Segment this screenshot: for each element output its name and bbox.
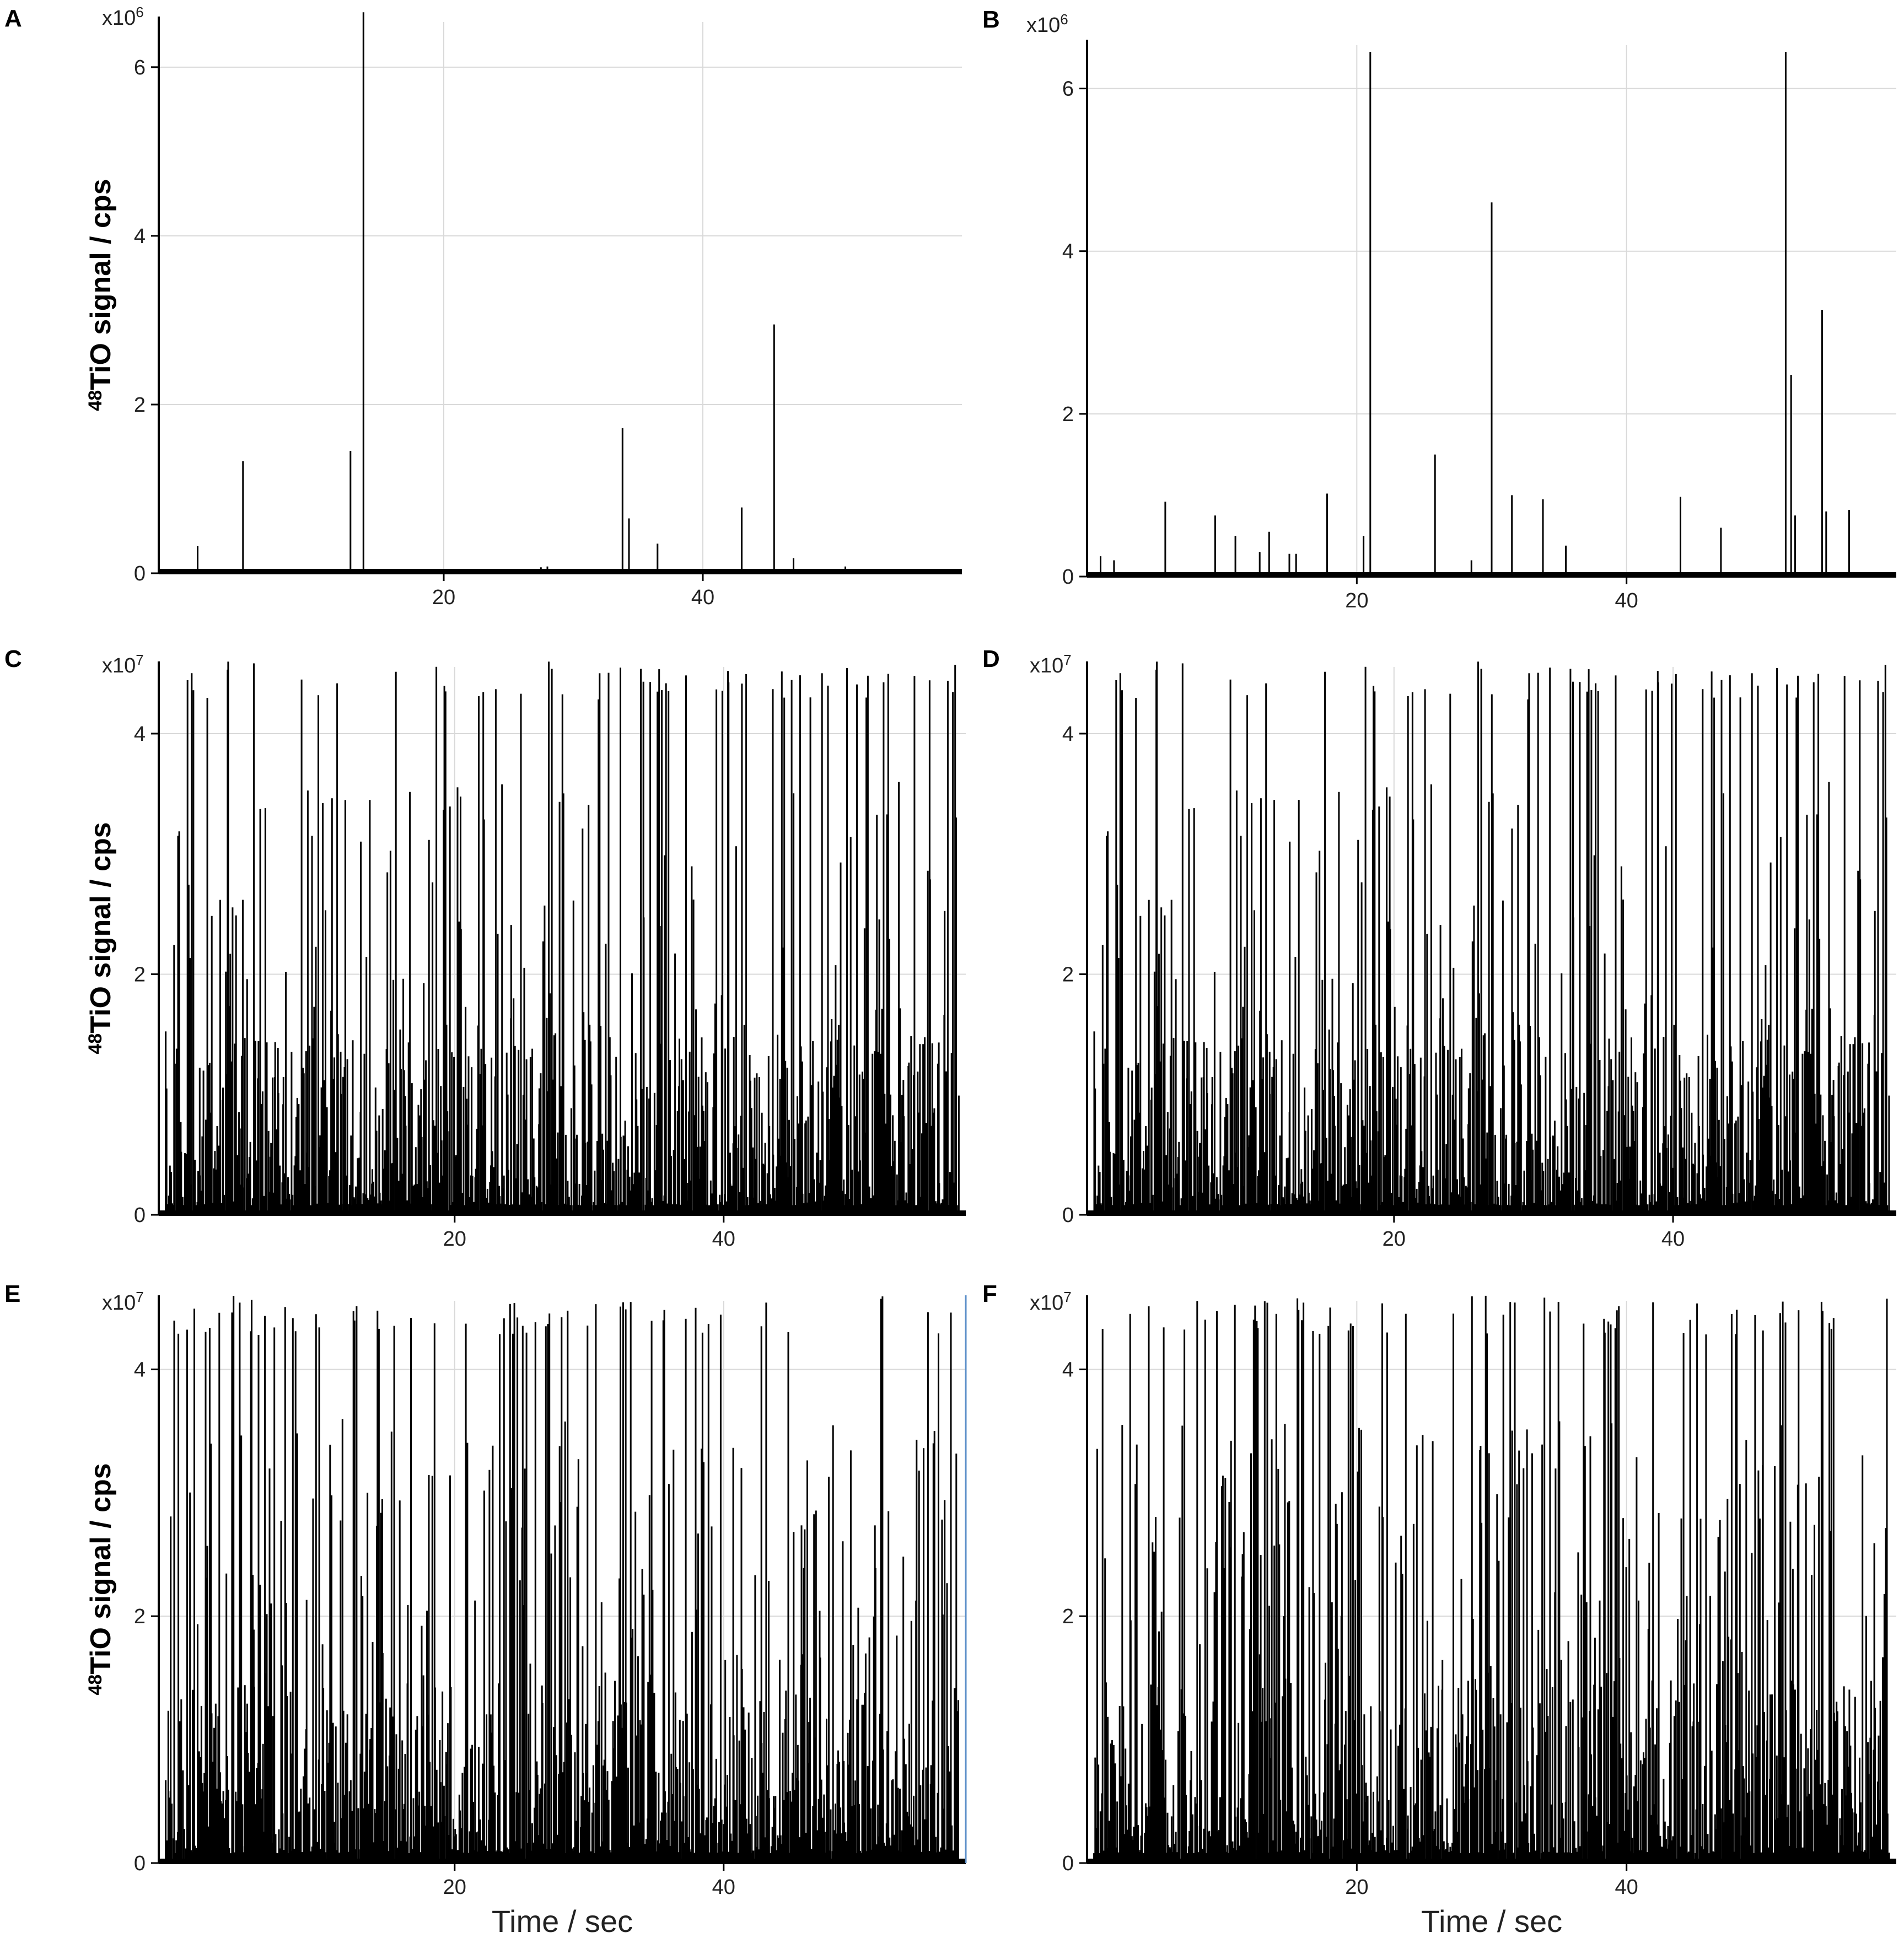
y-tick-label: 4 <box>134 723 146 746</box>
x-tick-label: 20 <box>443 1876 466 1899</box>
y-axis-label: 48TiO signal / cps <box>85 179 117 411</box>
y-tick-label: 4 <box>134 225 146 248</box>
y-tick-label: 4 <box>1062 1358 1074 1381</box>
baseline-band <box>159 569 962 573</box>
baseline-band <box>159 1210 966 1215</box>
y-tick-label: 0 <box>134 1852 146 1875</box>
axis-multiplier: x106 <box>1026 11 1068 37</box>
panel-a: 0 2 4 6 20 40 x106 A 48TiO signal / cps <box>4 4 962 609</box>
panel-letter: F <box>982 1280 997 1307</box>
y-tick-label: 6 <box>134 56 146 79</box>
y-tick-label: 2 <box>1062 963 1074 986</box>
y-tick-label: 2 <box>1062 1605 1074 1628</box>
x-tick-label: 20 <box>432 586 455 609</box>
panel-letter: B <box>982 6 1000 33</box>
y-tick-label: 0 <box>134 562 146 585</box>
axis-multiplier: x107 <box>102 1289 144 1315</box>
y-axis-label: 48TiO signal / cps <box>85 1463 117 1695</box>
x-tick-label: 40 <box>1615 1876 1638 1899</box>
panel-letter: A <box>4 5 22 32</box>
x-tick-label: 40 <box>712 1876 735 1899</box>
y-tick-label: 0 <box>1062 1204 1074 1227</box>
y-tick-label: 4 <box>1062 723 1074 746</box>
baseline-band <box>159 1859 966 1863</box>
y-tick-label: 0 <box>1062 1852 1074 1875</box>
axis-multiplier: x107 <box>1030 652 1072 677</box>
panel-letter: D <box>982 645 1000 672</box>
panel-f: 0 2 4 20 40 x107 F Time / sec <box>982 1280 1896 1938</box>
panel-c: 0 2 4 20 40 x107 C 48TiO signal / cps <box>4 645 966 1251</box>
axis-multiplier: x107 <box>1030 1289 1072 1315</box>
signal-trace <box>1100 52 1850 577</box>
signal-trace <box>165 661 960 1215</box>
panel-e: 0 2 4 20 40 x107 E 48TiO signal / cps Time / sec <box>4 1280 967 1938</box>
baseline-band <box>1087 572 1896 577</box>
signal-trace <box>1093 661 1890 1215</box>
baseline-band <box>1087 1210 1896 1215</box>
panel-letter: E <box>4 1280 20 1307</box>
x-tick-label: 20 <box>1345 589 1368 612</box>
y-axis-label: 48TiO signal / cps <box>85 822 117 1054</box>
x-tick-label: 20 <box>1345 1876 1368 1899</box>
y-tick-label: 2 <box>134 1605 146 1628</box>
signal-trace <box>165 1296 959 1863</box>
axis-multiplier: x106 <box>102 4 144 30</box>
x-tick-label: 40 <box>712 1228 735 1251</box>
x-tick-label: 40 <box>1615 589 1638 612</box>
axis-multiplier: x107 <box>102 652 144 677</box>
x-axis-label: Time / sec <box>492 1904 633 1938</box>
y-tick-label: 2 <box>1062 403 1074 426</box>
x-axis-label: Time / sec <box>1421 1904 1562 1938</box>
y-tick-label: 4 <box>134 1358 146 1381</box>
panel-letter: C <box>4 645 22 672</box>
y-tick-label: 6 <box>1062 78 1074 101</box>
y-tick-label: 2 <box>134 394 146 417</box>
panel-d: 0 2 4 20 40 x107 D <box>982 645 1896 1251</box>
y-tick-label: 0 <box>134 1204 146 1227</box>
baseline-band <box>1087 1859 1896 1863</box>
x-tick-label: 40 <box>1661 1228 1685 1251</box>
x-tick-label: 20 <box>443 1228 466 1251</box>
signal-trace <box>1093 1295 1890 1863</box>
x-tick-label: 40 <box>691 586 714 609</box>
y-tick-label: 0 <box>1062 566 1074 589</box>
panel-b: 0 2 4 6 20 40 x106 B <box>982 6 1896 612</box>
y-tick-label: 2 <box>134 963 146 986</box>
x-tick-label: 20 <box>1383 1228 1406 1251</box>
y-tick-label: 4 <box>1062 240 1074 263</box>
